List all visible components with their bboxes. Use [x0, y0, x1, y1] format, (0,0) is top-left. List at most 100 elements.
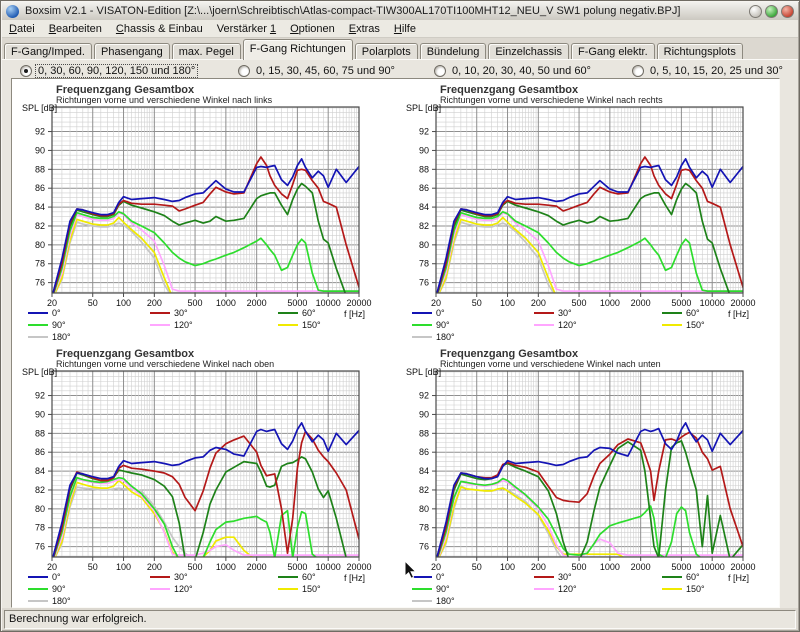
- status-message: Berechnung war erfolgreich.: [4, 610, 796, 629]
- svg-text:10000: 10000: [316, 298, 341, 308]
- svg-text:82: 82: [35, 221, 45, 231]
- frequenzgang-chart-unten: 7678808284868890922050100200500100020005…: [396, 345, 779, 607]
- svg-text:200: 200: [531, 298, 546, 308]
- menu-hilfe[interactable]: Hilfe: [387, 22, 423, 36]
- tab-bündelung[interactable]: Bündelung: [420, 43, 487, 60]
- legend-label: 60°: [686, 308, 700, 318]
- close-button[interactable]: [781, 5, 794, 18]
- svg-text:90: 90: [419, 145, 429, 155]
- legend-label: 30°: [174, 572, 188, 582]
- window-controls: [746, 5, 794, 18]
- svg-text:90: 90: [419, 409, 429, 419]
- svg-text:50: 50: [88, 562, 98, 572]
- svg-text:500: 500: [572, 562, 587, 572]
- legend-label: 180°: [436, 596, 455, 606]
- svg-text:50: 50: [88, 298, 98, 308]
- svg-text:5000: 5000: [287, 562, 307, 572]
- svg-text:f [Hz]: f [Hz]: [344, 573, 365, 583]
- svg-text:100: 100: [500, 562, 515, 572]
- svg-text:200: 200: [147, 562, 162, 572]
- legend-label: 180°: [52, 596, 71, 606]
- svg-text:78: 78: [35, 259, 45, 269]
- svg-text:100: 100: [500, 298, 515, 308]
- chart-axis-labels: 7678808284868890922050100200500100020005…: [22, 367, 372, 583]
- menu-verst-rker-1[interactable]: Verstärker 1: [210, 22, 283, 36]
- svg-text:90: 90: [35, 409, 45, 419]
- svg-text:92: 92: [419, 127, 429, 137]
- series-60°: [436, 441, 743, 562]
- svg-text:20: 20: [47, 298, 57, 308]
- frequenzgang-chart-links: 7678808284868890922050100200500100020005…: [12, 81, 395, 343]
- svg-text:5000: 5000: [671, 298, 691, 308]
- chart-axis-labels: 7678808284868890922050100200500100020005…: [22, 103, 372, 319]
- menu-extras[interactable]: Extras: [342, 22, 387, 36]
- radio-label: 0, 15, 30, 45, 60, 75 und 90°: [254, 65, 397, 77]
- svg-text:78: 78: [419, 523, 429, 533]
- svg-text:80: 80: [35, 504, 45, 514]
- menu-datei[interactable]: Datei: [2, 22, 42, 36]
- svg-text:1000: 1000: [216, 562, 236, 572]
- maximize-button[interactable]: [765, 5, 778, 18]
- svg-text:10000: 10000: [700, 298, 725, 308]
- radio-angle-set-3[interactable]: 0, 10, 20, 30, 40, 50 und 60°: [434, 65, 593, 77]
- svg-text:86: 86: [419, 447, 429, 457]
- svg-text:20: 20: [431, 298, 441, 308]
- radio-circle[interactable]: [20, 65, 32, 77]
- radio-circle[interactable]: [238, 65, 250, 77]
- tab-max-pegel[interactable]: max. Pegel: [172, 43, 241, 60]
- tab-einzelchassis[interactable]: Einzelchassis: [488, 43, 569, 60]
- svg-text:84: 84: [419, 202, 429, 212]
- svg-text:90: 90: [35, 145, 45, 155]
- tab-richtungsplots[interactable]: Richtungsplots: [657, 43, 743, 60]
- svg-text:10000: 10000: [700, 562, 725, 572]
- tab-page-fgang-richtungen: 0, 30, 60, 90, 120, 150 und 180° 0, 15, 3…: [2, 59, 798, 609]
- svg-text:20000: 20000: [346, 562, 371, 572]
- legend-label: 150°: [686, 320, 705, 330]
- chart-title-group: Frequenzgang GesamtboxRichtungen vorne u…: [440, 84, 663, 105]
- svg-text:78: 78: [35, 523, 45, 533]
- tab-polarplots[interactable]: Polarplots: [355, 43, 418, 60]
- series-180°: [436, 222, 743, 299]
- tab-f-gang-elektr-[interactable]: F-Gang elektr.: [571, 43, 655, 60]
- tab-phasengang[interactable]: Phasengang: [94, 43, 170, 60]
- svg-text:500: 500: [188, 298, 203, 308]
- chart-subtitle: Richtungen vorne und verschiedene Winkel…: [56, 359, 274, 369]
- svg-text:82: 82: [419, 221, 429, 231]
- svg-text:92: 92: [35, 127, 45, 137]
- tab-f-gang-richtungen[interactable]: F-Gang Richtungen: [243, 39, 353, 60]
- svg-text:76: 76: [35, 542, 45, 552]
- app-window: Boxsim V2.1 - VISATON-Edition [Z:\...\jo…: [0, 0, 800, 632]
- legend-label: 0°: [52, 308, 61, 318]
- chart-legend: 0°30°60°90°120°150°180°: [412, 308, 705, 342]
- svg-text:10000: 10000: [316, 562, 341, 572]
- menu-bearbeiten[interactable]: Bearbeiten: [42, 22, 109, 36]
- legend-label: 150°: [302, 584, 321, 594]
- chart-richtung-rechts: 7678808284868890922050100200500100020005…: [396, 81, 779, 343]
- legend-label: 120°: [558, 320, 577, 330]
- radio-angle-set-4[interactable]: 0, 5, 10, 15, 20, 25 und 30°: [632, 65, 785, 77]
- svg-text:82: 82: [419, 485, 429, 495]
- radio-circle[interactable]: [434, 65, 446, 77]
- titlebar[interactable]: Boxsim V2.1 - VISATON-Edition [Z:\...\jo…: [2, 2, 798, 20]
- radio-angle-set-1[interactable]: 0, 30, 60, 90, 120, 150 und 180°: [20, 65, 197, 77]
- chart-legend: 0°30°60°90°120°150°180°: [412, 572, 705, 606]
- radio-circle[interactable]: [632, 65, 644, 77]
- menu-chassis-einbau[interactable]: Chassis & Einbau: [109, 22, 210, 36]
- series-0°: [52, 423, 359, 561]
- menu-optionen[interactable]: Optionen: [283, 22, 342, 36]
- svg-text:500: 500: [188, 562, 203, 572]
- tab-f-gang-imped-[interactable]: F-Gang/Imped.: [4, 43, 92, 60]
- radio-label: 0, 30, 60, 90, 120, 150 und 180°: [36, 65, 197, 77]
- window-title: Boxsim V2.1 - VISATON-Edition [Z:\...\jo…: [25, 5, 742, 17]
- svg-text:80: 80: [419, 240, 429, 250]
- chart-series: [52, 423, 359, 564]
- legend-label: 150°: [302, 320, 321, 330]
- svg-text:20000: 20000: [730, 562, 755, 572]
- svg-text:80: 80: [35, 240, 45, 250]
- minimize-button[interactable]: [749, 5, 762, 18]
- svg-text:1000: 1000: [216, 298, 236, 308]
- legend-label: 90°: [436, 584, 450, 594]
- radio-angle-set-2[interactable]: 0, 15, 30, 45, 60, 75 und 90°: [238, 65, 397, 77]
- chart-panel: 7678808284868890922050100200500100020005…: [11, 78, 780, 608]
- chart-axis-labels: 7678808284868890922050100200500100020005…: [406, 367, 756, 583]
